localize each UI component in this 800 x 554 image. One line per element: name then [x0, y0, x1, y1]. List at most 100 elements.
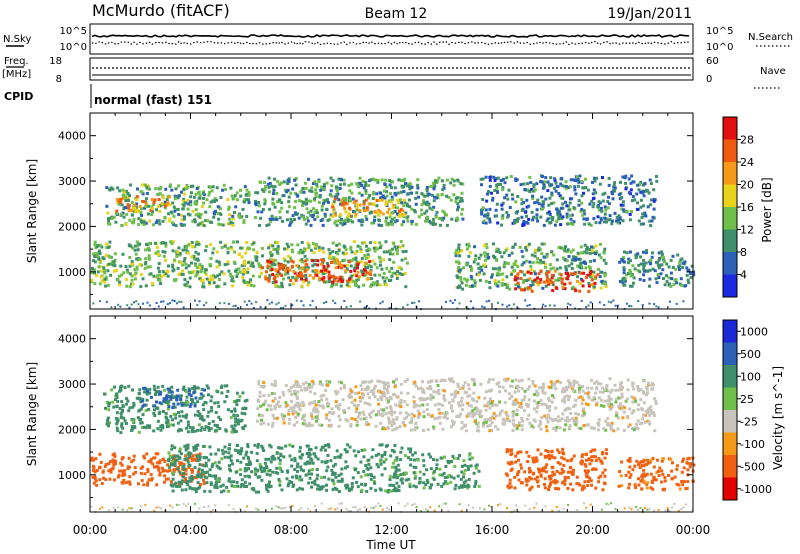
heatmap-cell [260, 246, 264, 250]
heatmap-cell [479, 253, 483, 257]
heatmap-cell [636, 183, 640, 187]
heatmap-cell [262, 189, 266, 193]
heatmap-cell [97, 265, 101, 269]
heatmap-cell [575, 175, 579, 179]
heatmap-cell [561, 196, 565, 200]
heatmap-cell [239, 460, 243, 464]
heatmap-cell [563, 247, 566, 251]
heatmap-cell [457, 266, 460, 270]
heatmap-cell [581, 213, 585, 217]
heatmap-cell [294, 278, 298, 282]
heatmap-cell [320, 423, 324, 427]
heatmap-cell [425, 185, 429, 189]
heatmap-cell [334, 389, 337, 393]
heatmap-cell [581, 186, 585, 190]
heatmap-cell [364, 198, 368, 202]
heatmap-cell [369, 178, 373, 182]
heatmap-cell [129, 183, 133, 187]
heatmap-cell [390, 218, 394, 222]
heatmap-cell [325, 397, 329, 401]
heatmap-cell [149, 473, 153, 477]
heatmap-cell [503, 422, 506, 426]
heatmap-cell [382, 258, 386, 262]
heatmap-cell [522, 220, 526, 223]
heatmap-cell [576, 508, 579, 511]
heatmap-cell [587, 265, 591, 269]
heatmap-cell [315, 273, 319, 277]
heatmap-cell [548, 183, 552, 187]
heatmap-cell [213, 461, 217, 465]
heatmap-cell [495, 214, 498, 218]
heatmap-cell [372, 203, 376, 207]
heatmap-cell [525, 220, 529, 224]
heatmap-cell [336, 259, 339, 263]
heatmap-cell [520, 270, 524, 274]
heatmap-cell [500, 223, 504, 227]
heatmap-cell [178, 449, 182, 453]
heatmap-cell [302, 382, 306, 386]
heatmap-cell [292, 282, 295, 286]
heatmap-cell [276, 247, 280, 251]
heatmap-cell [541, 391, 545, 395]
heatmap-cell [176, 196, 180, 200]
heatmap-cell [558, 426, 562, 430]
heatmap-cell [146, 470, 150, 474]
heatmap-cell [572, 206, 576, 210]
heatmap-cell [233, 407, 237, 411]
heatmap-cell [214, 504, 217, 507]
heatmap-cell [359, 508, 362, 511]
heatmap-cell [157, 412, 161, 416]
heatmap-cell [452, 380, 456, 384]
heatmap-cell [628, 506, 631, 509]
heatmap-cell [119, 212, 123, 216]
heatmap-cell [314, 455, 318, 459]
heatmap-cell [520, 209, 524, 212]
heatmap-cell [577, 383, 581, 387]
heatmap-cell [245, 463, 249, 467]
heatmap-cell [209, 185, 213, 189]
heatmap-cell [586, 403, 590, 407]
heatmap-cell [252, 306, 255, 309]
heatmap-cell [145, 197, 148, 201]
heatmap-cell [326, 218, 330, 222]
heatmap-cell [363, 401, 367, 405]
heatmap-cell [343, 252, 347, 256]
heatmap-cell [240, 246, 244, 250]
heatmap-cell [286, 271, 290, 275]
heatmap-cell [369, 270, 372, 274]
heatmap-cell [188, 285, 192, 289]
heatmap-cell [337, 177, 341, 181]
heatmap-cell [180, 213, 184, 217]
heatmap-cell [382, 189, 386, 193]
heatmap-cell [210, 406, 214, 409]
heatmap-cell [599, 216, 603, 220]
heatmap-cell [284, 506, 287, 509]
heatmap-cell [171, 406, 175, 410]
heatmap-cell [457, 243, 461, 247]
heatmap-cell [93, 477, 97, 481]
heatmap-cell [107, 222, 111, 226]
heatmap-cell [343, 207, 347, 210]
heatmap-cell [654, 399, 658, 403]
heatmap-cell [460, 212, 464, 216]
heatmap-cell [549, 176, 553, 180]
colorbar-segment [723, 184, 737, 208]
heatmap-cell [144, 248, 148, 252]
heatmap-cell [501, 385, 505, 389]
heatmap-cell [426, 380, 430, 384]
heatmap-cell [481, 206, 485, 210]
heatmap-cell [176, 454, 180, 458]
heatmap-cell [286, 182, 290, 185]
heatmap-cell [105, 400, 109, 404]
heatmap-cell [243, 263, 247, 267]
heatmap-cell [307, 382, 311, 386]
heatmap-cell [159, 185, 163, 189]
heatmap-cell [301, 187, 305, 190]
heatmap-cell [537, 401, 540, 405]
heatmap-cell [93, 268, 97, 272]
heatmap-cell [408, 182, 412, 186]
heatmap-cell [142, 425, 146, 429]
heatmap-cell [570, 262, 574, 266]
heatmap-cell [383, 453, 387, 457]
heatmap-cell [591, 426, 595, 430]
